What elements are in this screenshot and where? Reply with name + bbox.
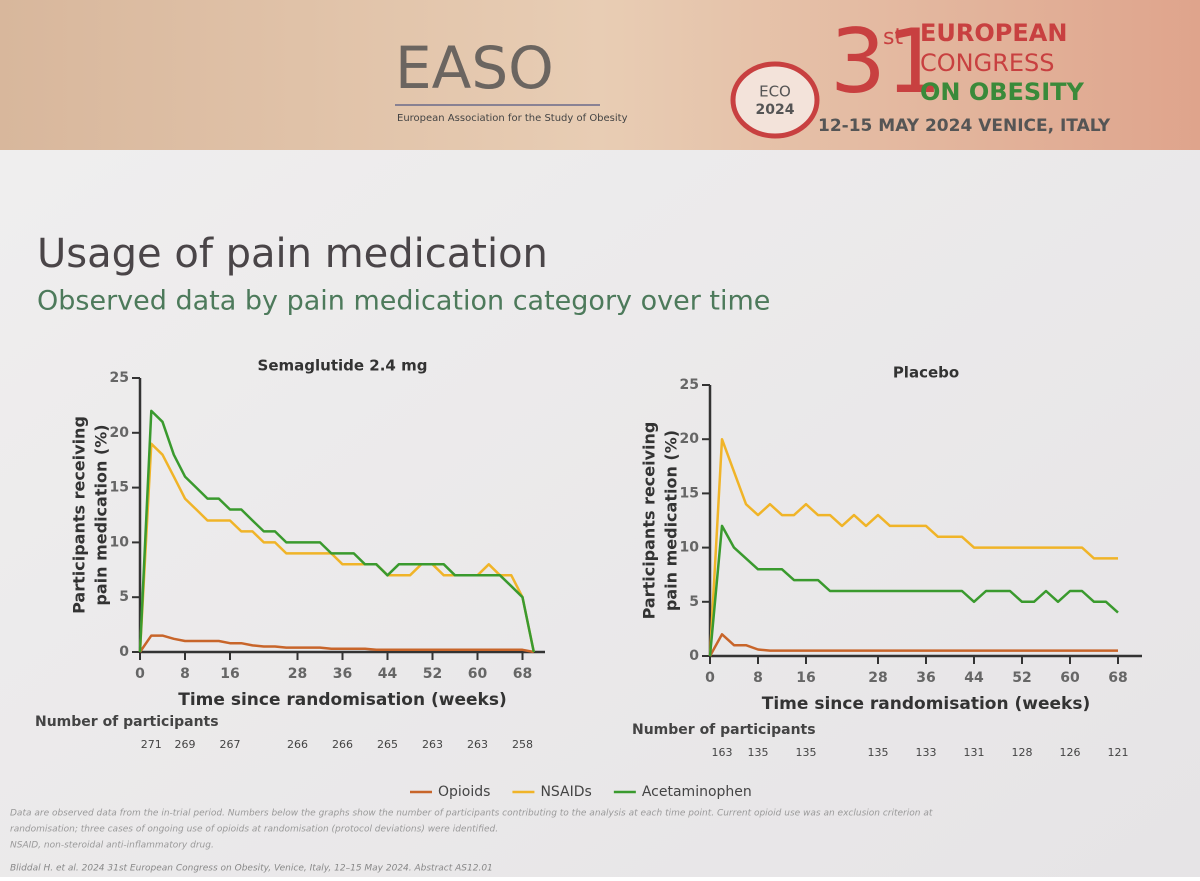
header-band	[0, 0, 1200, 150]
y-tick-label: 0	[119, 644, 129, 660]
y-tick-label: 20	[110, 425, 130, 441]
participants-count: 266	[287, 738, 308, 751]
x-tick-label: 52	[1012, 670, 1031, 686]
series-line	[708, 437, 1118, 657]
x-tick-label: 44	[964, 670, 984, 686]
x-tick-label: 60	[468, 666, 488, 682]
x-axis-label: Time since randomisation (weeks)	[762, 694, 1090, 714]
congress-line2: CONGRESS	[920, 49, 1055, 77]
x-tick-label: 28	[868, 670, 887, 686]
participants-count: 126	[1060, 746, 1081, 759]
eco-badge-year: 2024	[756, 102, 795, 118]
slide-subtitle: Observed data by pain medication categor…	[37, 286, 770, 317]
eco-badge-text: ECO	[759, 83, 791, 101]
y-tick-label: 5	[689, 594, 699, 610]
y-axis-label: Participants receiving	[640, 422, 659, 620]
participants-count: 265	[377, 738, 398, 751]
y-tick-label: 10	[680, 540, 700, 556]
participants-count: 121	[1108, 746, 1129, 759]
participants-count: 258	[512, 738, 533, 751]
series-line	[708, 633, 1118, 657]
legend-label: Acetaminophen	[642, 784, 752, 800]
congress-line1: EUROPEAN	[920, 19, 1067, 47]
participants-count: 271	[141, 738, 162, 751]
y-tick-label: 20	[680, 431, 700, 447]
easo-subtitle: European Association for the Study of Ob…	[397, 113, 628, 124]
x-tick-label: 16	[220, 666, 239, 682]
participants-count: 163	[712, 746, 733, 759]
x-tick-label: 60	[1060, 670, 1080, 686]
eco-badge	[730, 61, 820, 139]
congress-dates: 12-15 MAY 2024 VENICE, ITALY	[818, 116, 1111, 136]
y-tick-label: 15	[110, 480, 129, 496]
series-line	[138, 634, 535, 654]
easo-logo: EASO	[395, 34, 554, 102]
participants-count: 267	[220, 738, 241, 751]
x-tick-label: 0	[135, 666, 145, 682]
y-tick-label: 15	[680, 485, 699, 501]
y-tick-label: 25	[680, 377, 699, 393]
y-tick-label: 0	[689, 648, 699, 664]
x-tick-label: 68	[1108, 670, 1127, 686]
legend-label: NSAIDs	[540, 784, 591, 800]
participants-count: 133	[916, 746, 937, 759]
x-tick-label: 8	[180, 666, 190, 682]
congress-number: 31	[830, 10, 942, 113]
participants-count: 266	[332, 738, 353, 751]
participants-count: 269	[175, 738, 196, 751]
footnote: randomisation; three cases of ongoing us…	[10, 825, 498, 835]
legend-label: Opioids	[438, 784, 490, 800]
chart-title: Placebo	[893, 364, 959, 382]
footnote: NSAID, non-steroidal anti-inflammatory d…	[10, 841, 214, 851]
x-tick-label: 52	[423, 666, 442, 682]
participants-count: 135	[796, 746, 817, 759]
participants-count: 263	[422, 738, 443, 751]
x-axis-label: Time since randomisation (weeks)	[178, 690, 506, 710]
participants-count: 263	[467, 738, 488, 751]
x-tick-label: 8	[753, 670, 763, 686]
x-tick-label: 0	[705, 670, 715, 686]
x-tick-label: 16	[796, 670, 815, 686]
x-tick-label: 68	[513, 666, 532, 682]
y-axis-label: Participants receiving	[70, 416, 89, 614]
x-tick-label: 36	[333, 666, 352, 682]
participants-count: 135	[748, 746, 769, 759]
chart-title: Semaglutide 2.4 mg	[258, 357, 428, 375]
y-axis-label: pain medication (%)	[662, 430, 681, 611]
y-tick-label: 10	[110, 534, 130, 550]
slide-title: Usage of pain medication	[37, 231, 548, 277]
x-tick-label: 28	[288, 666, 307, 682]
participants-label: Number of participants	[35, 714, 219, 730]
y-tick-label: 5	[119, 589, 129, 605]
participants-count: 128	[1012, 746, 1033, 759]
y-tick-label: 25	[110, 370, 129, 386]
congress-line3: ON OBESITY	[920, 78, 1085, 106]
participants-count: 131	[964, 746, 985, 759]
y-axis-label: pain medication (%)	[92, 424, 111, 605]
participants-count: 135	[868, 746, 889, 759]
participants-label: Number of participants	[632, 722, 816, 738]
footnote: Data are observed data from the in-trial…	[10, 809, 933, 819]
x-tick-label: 44	[378, 666, 398, 682]
congress-ordinal: st	[883, 25, 903, 50]
x-tick-label: 36	[916, 670, 935, 686]
series-line	[138, 409, 536, 653]
citation: Bliddal H. et al. 2024 31st European Con…	[10, 864, 493, 874]
series-line	[708, 524, 1119, 657]
